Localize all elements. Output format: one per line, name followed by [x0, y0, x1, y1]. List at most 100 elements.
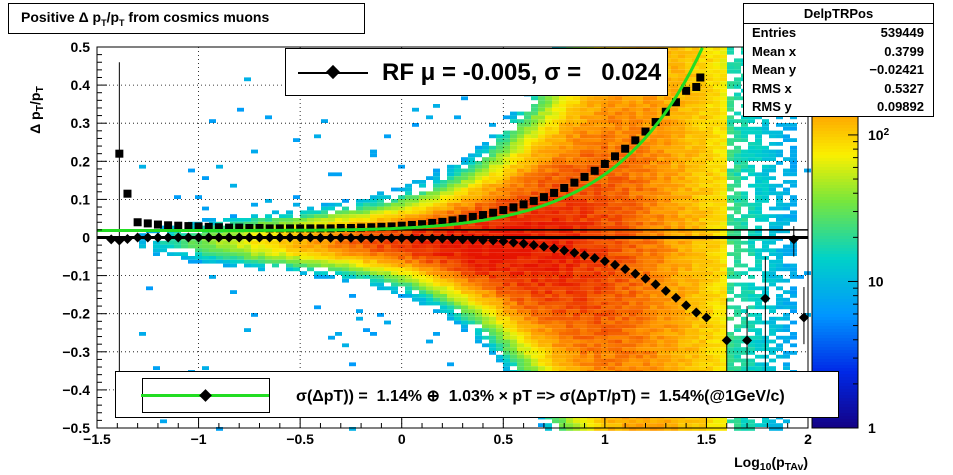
heatmap-cell [692, 218, 699, 222]
heatmap-cell [594, 358, 601, 363]
heatmap-cell [734, 248, 741, 253]
heatmap-cell [573, 164, 580, 169]
heatmap-cell [713, 305, 720, 310]
heatmap-cell [685, 96, 692, 101]
heatmap-cell [734, 324, 741, 329]
heatmap-cell [496, 290, 503, 294]
heatmap-cell [496, 358, 503, 363]
heatmap-cell [748, 347, 755, 351]
heatmap-cell [727, 233, 734, 237]
heatmap-cell [454, 278, 461, 283]
heatmap-cell [496, 256, 503, 260]
heatmap-cell [727, 115, 734, 120]
heatmap-cell [594, 267, 601, 272]
heatmap-cell [790, 138, 797, 142]
heatmap-cell [615, 316, 622, 321]
heatmap-cell [538, 343, 545, 348]
heatmap-cell [706, 320, 713, 325]
heatmap-cell [706, 81, 713, 85]
heatmap-cell [524, 324, 531, 329]
heatmap-cell [573, 138, 580, 142]
heatmap-cell [657, 191, 664, 196]
heatmap-cell [454, 290, 461, 294]
heatmap-cell [265, 214, 272, 218]
heatmap-cell [447, 164, 454, 169]
heatmap-cell [580, 149, 587, 154]
heatmap-cell [678, 366, 685, 370]
heatmap-cell [741, 324, 748, 329]
heatmap-cell [594, 214, 601, 218]
heatmap-cell [713, 100, 720, 104]
heatmap-cell [706, 313, 713, 317]
heatmap-cell [643, 225, 650, 230]
heatmap-cell [461, 183, 468, 188]
heatmap-cell [489, 335, 496, 340]
heatmap-cell [454, 252, 461, 256]
heatmap-cell [769, 191, 776, 196]
heatmap-cell [608, 252, 615, 256]
heatmap-cell [286, 256, 293, 260]
heatmap-cell [482, 168, 489, 173]
heatmap-cell [580, 142, 587, 146]
heatmap-cell [587, 358, 594, 363]
heatmap-cell [608, 316, 615, 321]
heatmap-cell [566, 149, 573, 154]
heatmap-cell [461, 172, 468, 177]
heatmap-cell [461, 225, 468, 230]
heatmap-cell [636, 282, 643, 287]
heatmap-cell [643, 343, 650, 348]
heatmap-cell [699, 309, 706, 313]
heatmap-cell [671, 176, 678, 180]
heatmap-cell [608, 347, 615, 351]
heatmap-cell [671, 301, 678, 306]
heatmap-cell [657, 180, 664, 184]
heatmap-cell [510, 282, 517, 287]
heatmap-cell [384, 286, 391, 291]
heatmap-cell [559, 172, 566, 177]
heatmap-cell [699, 119, 706, 123]
heatmap-cell [482, 225, 489, 230]
heatmap-cell [608, 130, 615, 135]
heatmap-cell [769, 358, 776, 363]
heatmap-cell [447, 183, 454, 188]
heatmap-cell [622, 195, 629, 199]
heatmap-cell [496, 225, 503, 230]
heatmap-cell [650, 427, 657, 431]
heatmap-cell [678, 282, 685, 287]
heatmap-cell [643, 107, 650, 112]
heatmap-cell [636, 240, 643, 245]
heatmap-cell [153, 240, 160, 245]
heatmap-cell [587, 176, 594, 180]
heatmap-cell [741, 176, 748, 180]
heatmap-cell [475, 278, 482, 283]
heatmap-cell [720, 88, 727, 93]
heatmap-cell [307, 259, 314, 264]
heatmap-cell [748, 214, 755, 218]
heatmap-cell [391, 267, 398, 272]
heatmap-cell [622, 290, 629, 294]
heatmap-cell [720, 183, 727, 188]
heatmap-cell [566, 263, 573, 268]
heatmap-cell [503, 286, 510, 291]
heatmap-cell [594, 111, 601, 116]
heatmap-cell [545, 275, 552, 279]
heatmap-cell [706, 62, 713, 66]
heatmap-cell [706, 123, 713, 127]
heatmap-cell [580, 297, 587, 302]
heatmap-cell [776, 206, 783, 211]
heatmap-cell [454, 115, 461, 120]
heatmap-cell [629, 351, 636, 355]
heatmap-cell [622, 107, 629, 112]
heatmap-cell [727, 69, 734, 74]
heatmap-cell [433, 210, 440, 215]
heatmap-cell [720, 58, 727, 63]
heatmap-cell [650, 96, 657, 101]
heatmap-cell [524, 111, 531, 116]
heatmap-cell [468, 275, 475, 279]
heatmap-cell [727, 168, 734, 173]
heatmap-cell [328, 244, 335, 249]
heatmap-cell [419, 263, 426, 268]
heatmap-cell [251, 252, 258, 256]
heatmap-cell [685, 161, 692, 165]
heatmap-cell [587, 244, 594, 249]
